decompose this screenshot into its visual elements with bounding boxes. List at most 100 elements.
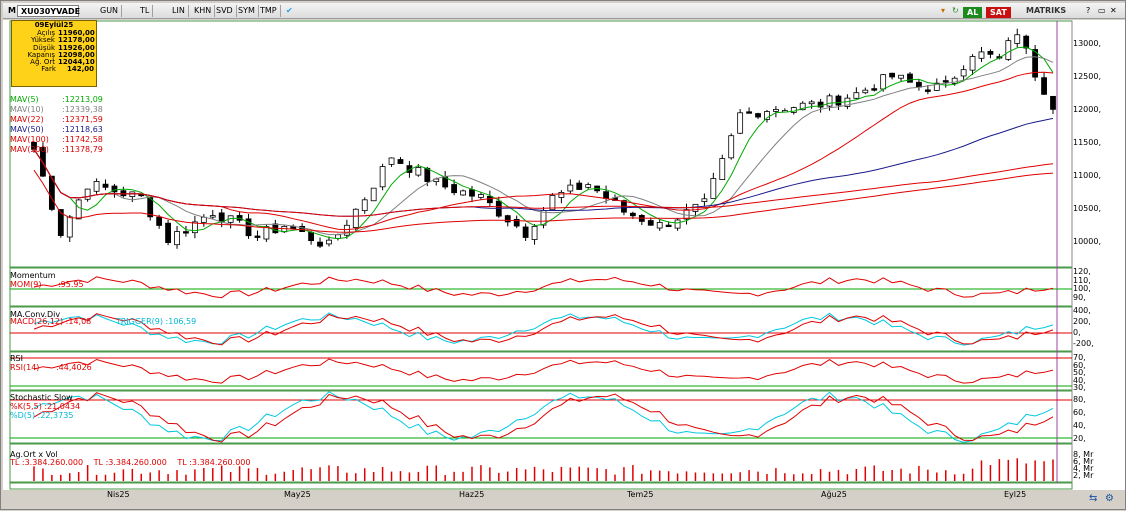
macd-axis-tick: -200,: [1073, 339, 1094, 348]
ma-legend-item: MAV(22):12371,59: [10, 115, 103, 124]
period-button[interactable]: GUN: [97, 5, 123, 17]
candle-body: [728, 135, 735, 159]
macd-axis-tick: 400,: [1073, 306, 1091, 315]
ma10-line: [33, 56, 1054, 236]
volume-axis-tick: 8, Mr: [1073, 450, 1094, 459]
settings-icon[interactable]: ⚙: [1105, 493, 1114, 504]
sell-button[interactable]: SAT: [986, 7, 1011, 18]
rsi-line: [33, 358, 1054, 384]
candle-body: [218, 212, 225, 223]
info-row: Ağ. Ort 12044,10: [12, 58, 96, 66]
buy-button[interactable]: AL: [963, 7, 983, 18]
zoom-icon[interactable]: ⇆: [1089, 493, 1098, 504]
candle-body: [370, 187, 377, 202]
candle-body: [451, 184, 458, 194]
candle-body: [719, 158, 726, 180]
candle-body: [200, 216, 207, 223]
stoch-axis-tick: 60,: [1073, 408, 1086, 417]
date-tick: May25: [284, 490, 311, 499]
info-row: Yüksek 12178,00: [12, 36, 96, 45]
candle-body: [531, 226, 538, 240]
momentum-axis-tick: 100,: [1073, 284, 1091, 293]
info-row: Fark 142,00: [12, 66, 96, 74]
stoch-title: Stochastic Slow: [10, 393, 73, 402]
candle-body: [486, 195, 493, 204]
ma-legend-item: MAV(100):11742,58: [10, 135, 103, 144]
stoch-d-label: %D(5) :22,3735: [10, 411, 74, 420]
info-label: Kapanış: [27, 50, 55, 59]
momentum-label: MOM(9) :95.95: [10, 280, 84, 289]
candle-body: [415, 167, 422, 176]
candle-body: [924, 89, 931, 92]
tmp-button[interactable]: TMP: [257, 5, 281, 17]
price-axis-tick: 13000,: [1073, 39, 1101, 48]
pin-icon[interactable]: ▾: [941, 6, 946, 15]
volume-title: Ag.Ort x Vol: [10, 450, 58, 459]
info-label: Açılış: [37, 29, 55, 37]
candle-body: [746, 111, 752, 114]
candle-body: [397, 159, 404, 164]
toolbar: M XU030YVADE GUN TL LIN KHN SVD SYM TMP …: [3, 3, 1125, 19]
close-icon[interactable]: ✕: [1110, 6, 1117, 15]
minimize-icon[interactable]: ▭: [1098, 6, 1106, 15]
ma-legend-item: MAV(200):11378,79: [10, 145, 103, 154]
rsi-axis-tick: 30,: [1073, 383, 1086, 392]
help-icon[interactable]: ?: [1086, 6, 1091, 15]
ma-legend-item: MAV(5):12213,09: [10, 95, 103, 104]
candle-body: [1005, 40, 1012, 60]
date-tick: Ağu25: [821, 490, 847, 499]
candle-body: [156, 216, 163, 226]
candle-body: [764, 111, 770, 120]
symbol-field[interactable]: XU030YVADE: [17, 5, 80, 17]
candle-body: [576, 182, 583, 190]
rsi-axis-tick: 50,: [1073, 368, 1086, 377]
info-row: Düşük 11926,00: [12, 43, 96, 52]
date-strip: [9, 482, 1073, 490]
price-axis-tick: 10500,: [1073, 204, 1101, 213]
sym-button[interactable]: SYM: [235, 5, 259, 17]
candle-body: [388, 157, 395, 165]
candle-body: [817, 101, 824, 108]
candle-body: [254, 235, 261, 238]
candle-body: [84, 188, 91, 200]
pane-frame: [9, 306, 1073, 352]
candle-body: [710, 178, 717, 199]
candle-body: [647, 220, 654, 226]
candle-body: [335, 234, 341, 239]
khn-button[interactable]: KHN: [191, 5, 216, 17]
date-tick: Eyl25: [1004, 490, 1027, 499]
candle-body: [263, 226, 270, 240]
ma-legend-item: MAV(50):12118,63: [10, 125, 103, 134]
candle-body: [165, 222, 171, 243]
candle-body: [799, 102, 806, 111]
info-row: Kapanış 12098,00: [12, 50, 96, 59]
price-axis-tick: 11500,: [1073, 138, 1101, 147]
candle-body: [478, 194, 484, 198]
info-value: 11926,00: [58, 43, 95, 52]
svd-button[interactable]: SVD: [213, 5, 237, 17]
info-value: 11960,00: [58, 29, 95, 37]
candle-body: [1041, 77, 1047, 95]
menu-icon[interactable]: M: [8, 6, 16, 15]
candle-body: [469, 189, 475, 197]
chart-area[interactable]: [3, 20, 1125, 490]
twitter-icon[interactable]: ✔: [286, 6, 293, 15]
momentum-line: [33, 276, 1054, 299]
candle-body: [326, 239, 332, 245]
candle-body: [737, 112, 744, 134]
scale-button[interactable]: LIN: [169, 5, 189, 17]
volume-label: TL :3.384.260.000 TL :3.384.260.000 TL :…: [10, 458, 251, 467]
candle-body: [629, 212, 636, 217]
candle-body: [424, 167, 431, 182]
refresh-icon[interactable]: ↻: [952, 6, 959, 15]
macd-axis-tick: 0,: [1073, 328, 1081, 337]
matriks-logo: MATRIKS: [1026, 6, 1067, 15]
candle-body: [111, 185, 118, 193]
info-label: Yüksek: [31, 36, 55, 45]
candle-body: [656, 221, 663, 229]
candle-body: [245, 218, 252, 237]
date-tick: Haz25: [459, 490, 485, 499]
candle-body: [1050, 95, 1056, 110]
currency-button[interactable]: TL: [137, 5, 154, 17]
